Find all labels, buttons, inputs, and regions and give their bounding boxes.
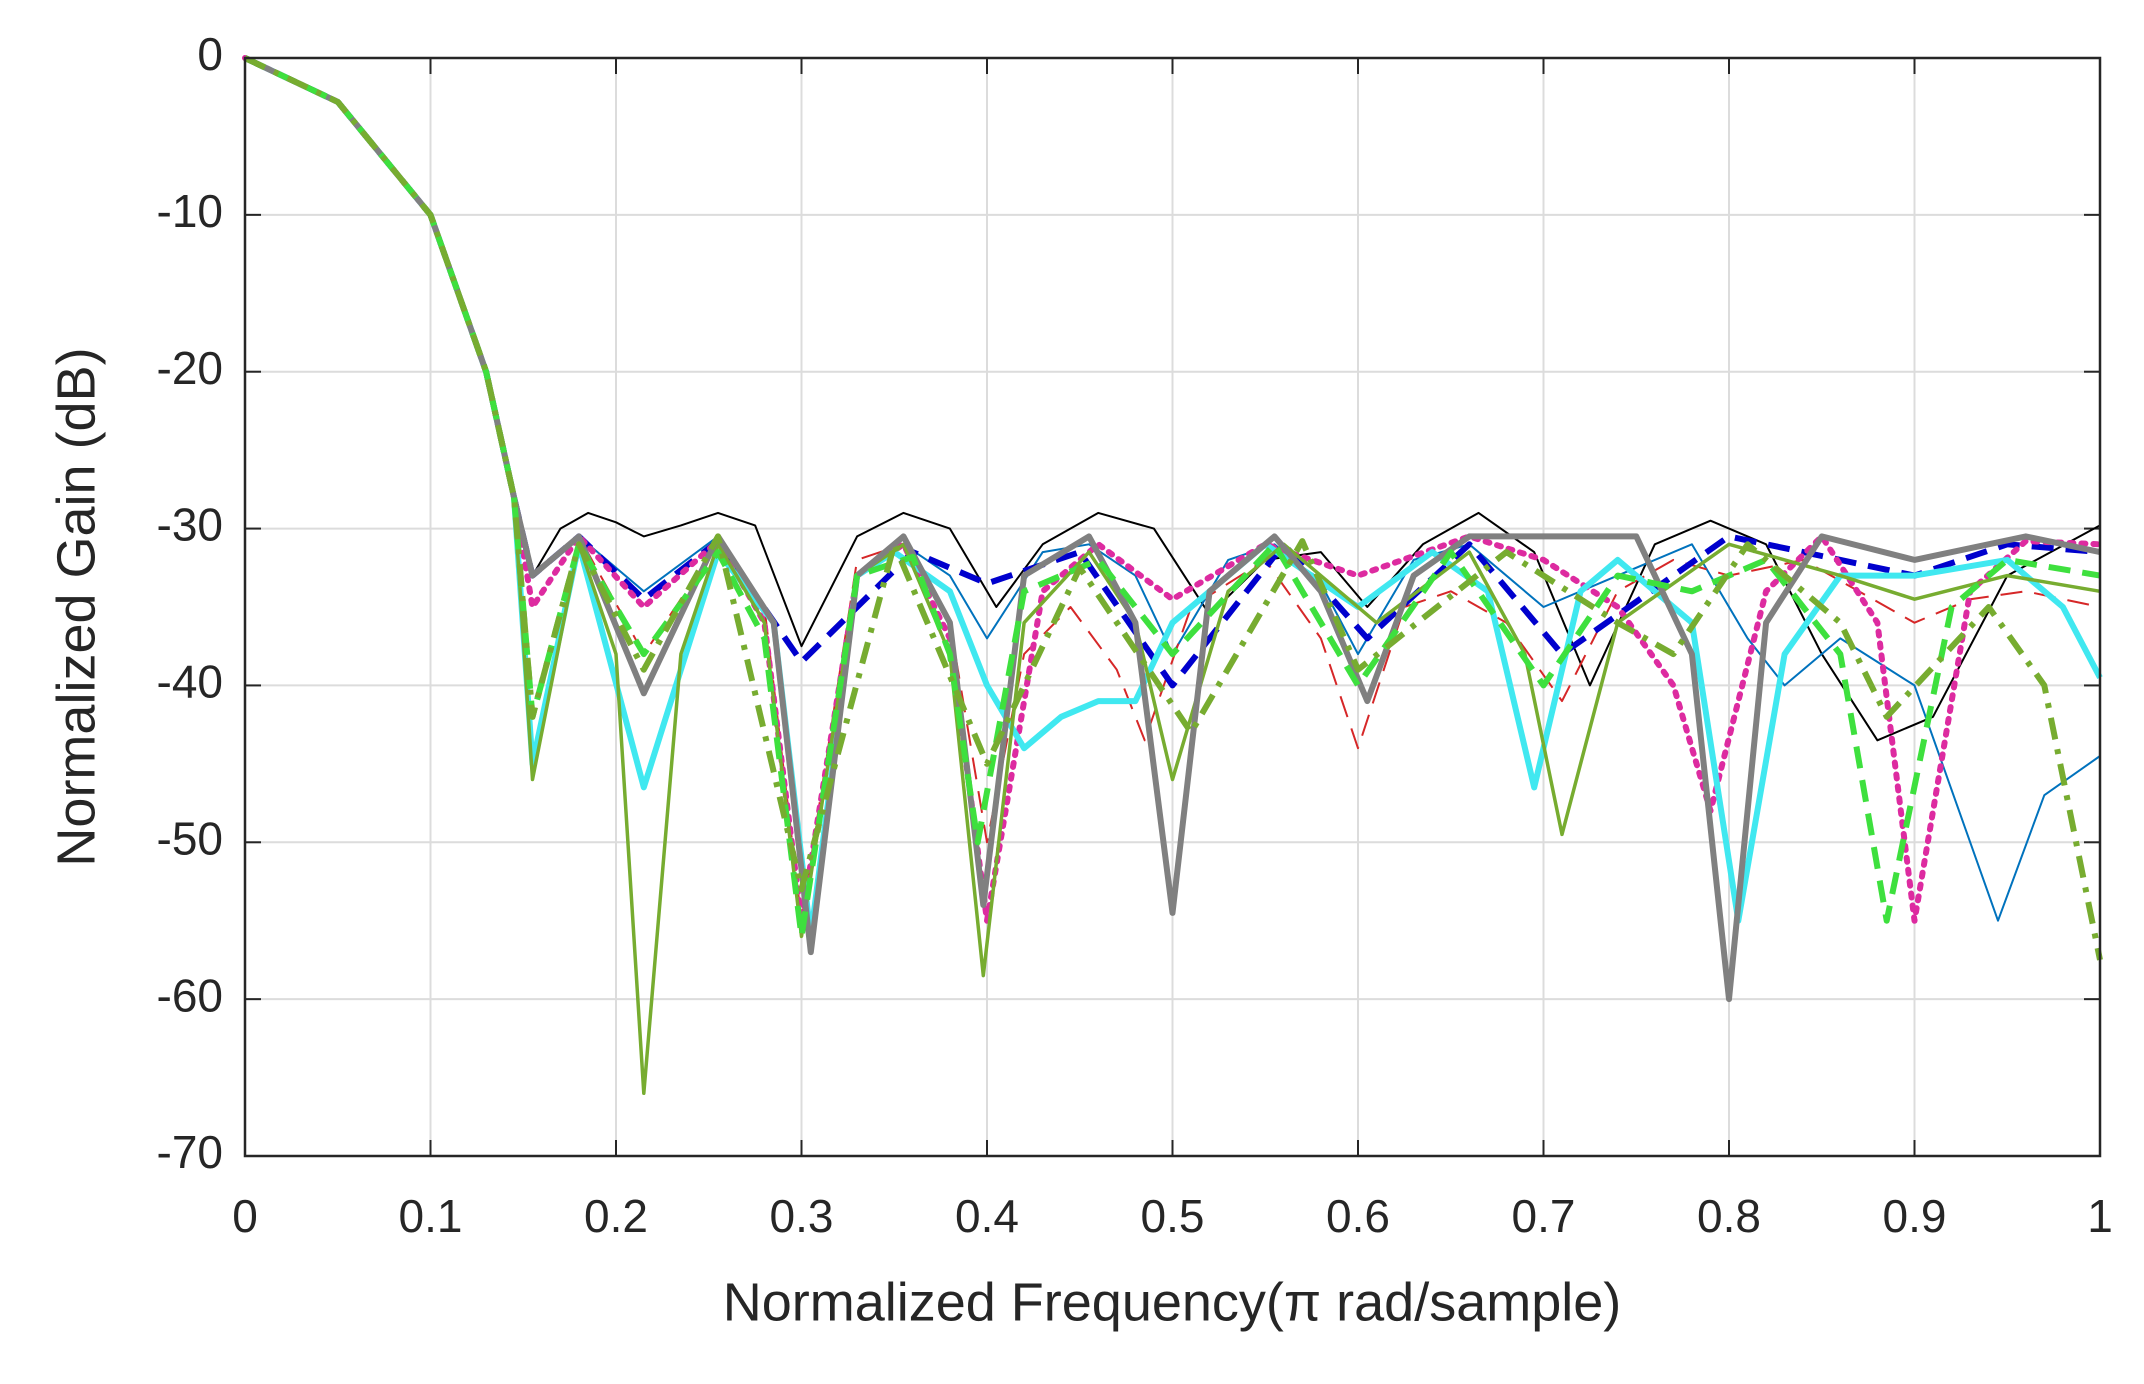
plot-frame [243,56,2102,1158]
x-tick-label: 1 [2087,1190,2113,1242]
x-tick-label: 0.4 [955,1190,1019,1242]
y-tick-label: -40 [157,656,223,708]
y-tick-label: -10 [157,185,223,237]
y-tick-label: -30 [157,499,223,551]
y-tick-label: -70 [157,1126,223,1178]
x-tick-label: 0.2 [584,1190,648,1242]
x-tick-label: 0 [232,1190,258,1242]
series-line [243,55,2103,961]
y-tick-label: -50 [157,812,223,864]
x-tick-label: 0.5 [1141,1190,1205,1242]
x-tick-label: 0.7 [1512,1190,1576,1242]
y-axis-label: Normalized Gain (dB) [46,347,106,866]
x-tick-label: 0.6 [1326,1190,1390,1242]
series-line [243,55,2101,940]
x-tick-label: 0.9 [1883,1190,1947,1242]
series-line [244,57,2101,742]
x-axis-label: Normalized Frequency(π rad/sample) [723,1272,1622,1332]
y-tick-label: -20 [157,342,223,394]
x-tick-label: 0.8 [1697,1190,1761,1242]
y-tick-label: 0 [197,28,223,80]
y-tick-label: -60 [157,969,223,1021]
x-tick-label: 0.3 [770,1190,834,1242]
series-line [244,56,2101,1096]
series-line [243,55,2101,1003]
x-tick-label: 0.1 [399,1190,463,1242]
series-line [242,55,2103,924]
